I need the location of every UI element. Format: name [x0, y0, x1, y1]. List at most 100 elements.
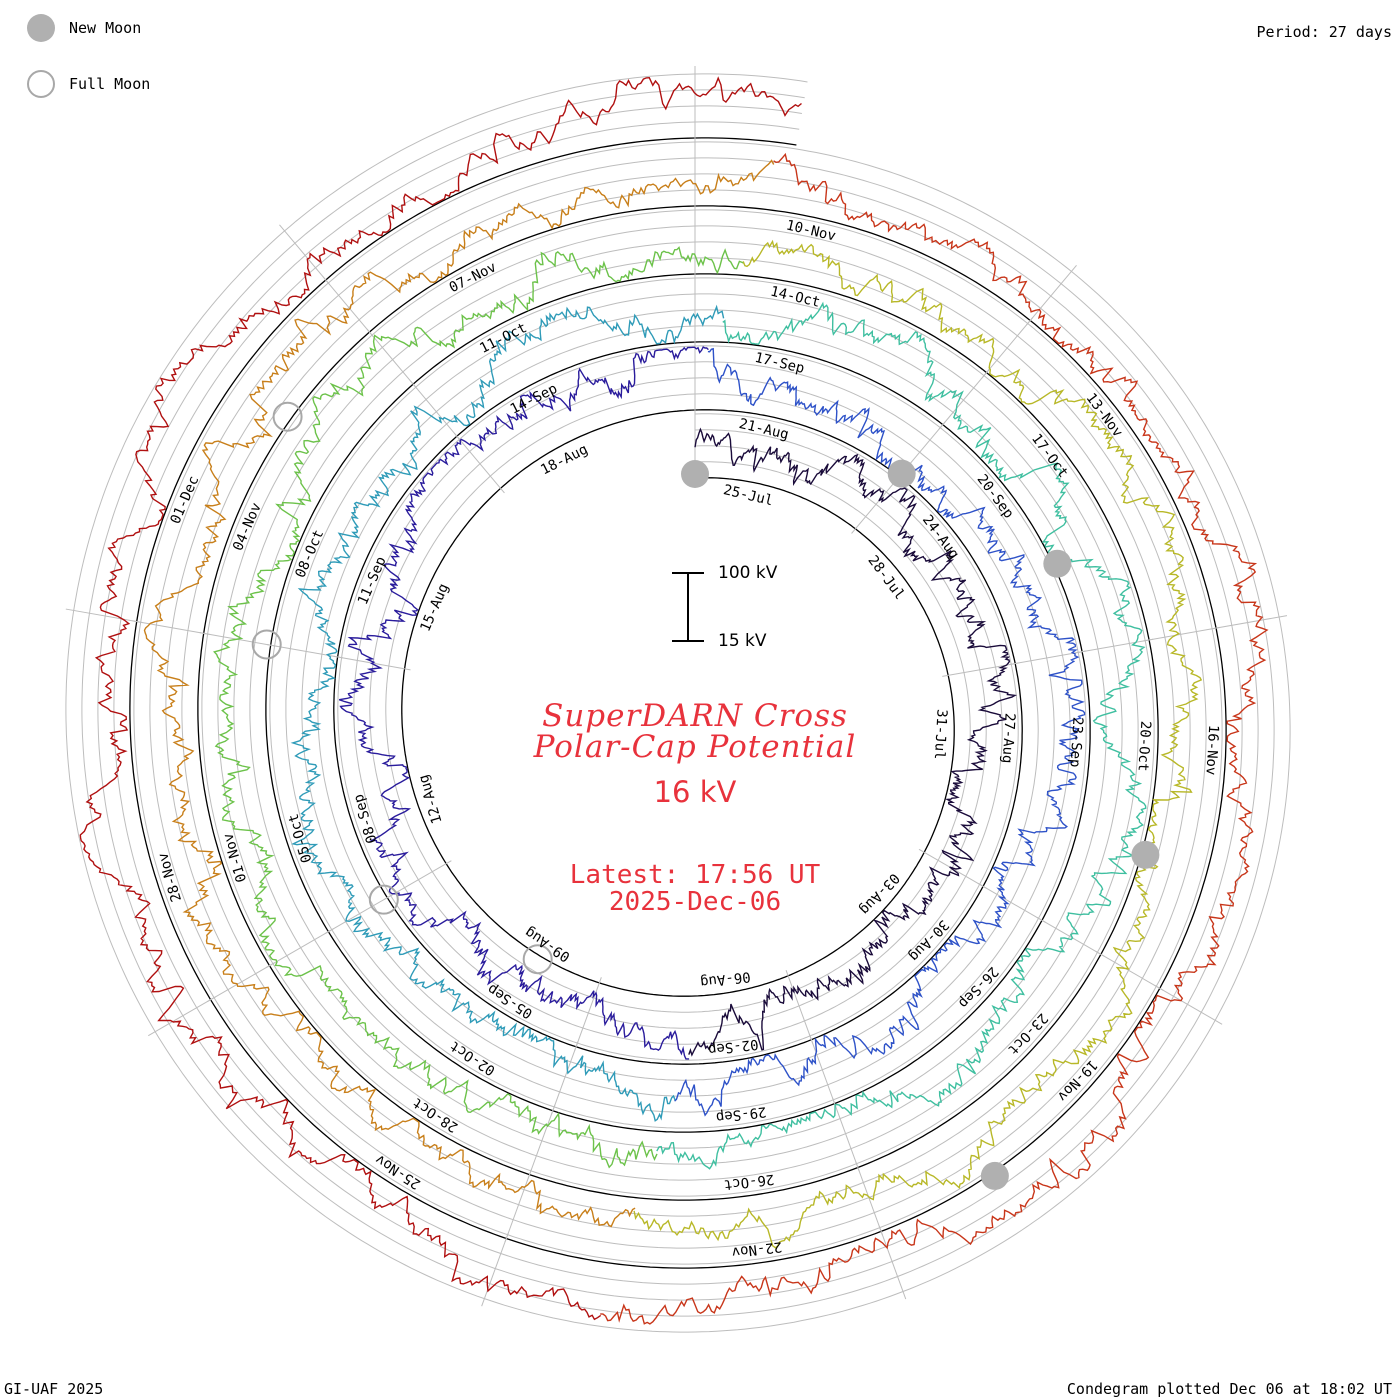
chart-title-line2: Polar-Cap Potential — [533, 729, 857, 765]
date-label: 07-Nov — [447, 259, 499, 296]
grid-spiral — [81, 89, 1275, 1317]
potential-trace-segment — [143, 159, 775, 1228]
date-label: 30-Aug — [905, 917, 951, 965]
new-moon-marker — [1131, 840, 1160, 869]
day-spoke — [550, 1040, 579, 1115]
date-label: 01-Dec — [168, 474, 203, 527]
date-label: 14-Sep — [508, 381, 560, 418]
date-label: 11-Oct — [477, 320, 529, 357]
full-moon-marker — [251, 629, 282, 660]
potential-trace-segment — [656, 301, 1147, 1170]
date-label: 20-Sep — [974, 472, 1017, 522]
day-spoke — [832, 1097, 860, 1172]
day-spoke — [1026, 264, 1077, 326]
footer-credit: GI-UAF 2025 — [4, 1380, 104, 1398]
day-spoke — [982, 317, 1034, 378]
day-spoke — [527, 1104, 556, 1179]
latest-time: Latest: 17:56 UT — [569, 860, 821, 890]
legend-full-moon-label: Full Moon — [69, 75, 151, 93]
day-spoke — [206, 962, 275, 1003]
date-label: 26-Sep — [955, 963, 1001, 1011]
full-moon-marker — [368, 884, 399, 915]
day-spoke — [132, 620, 210, 635]
day-spoke — [977, 882, 1046, 923]
day-spoke — [481, 1232, 509, 1307]
day-spoke — [322, 276, 374, 337]
scale-bar — [672, 572, 704, 642]
new-moon-icon — [27, 14, 55, 42]
grid-spiral — [97, 105, 1259, 1301]
date-label: 15-Aug — [417, 581, 452, 634]
potential-trace-segment — [600, 152, 1269, 1325]
date-label: 11-Sep — [355, 554, 390, 607]
baseline-spiral — [129, 137, 1227, 1269]
day-spoke — [324, 894, 393, 935]
day-spoke — [147, 996, 217, 1037]
day-spoke — [504, 1168, 533, 1243]
date-label: 26-Oct — [723, 1171, 775, 1193]
date-label: 16-Nov — [1202, 724, 1221, 775]
date-label: 22-Nov — [731, 1238, 783, 1260]
footer-plot-time: Condegram plotted Dec 06 at 18:02 UT — [1066, 1380, 1392, 1398]
day-spoke — [1143, 626, 1221, 642]
day-spoke — [1095, 950, 1164, 991]
date-label: 29-Sep — [715, 1103, 767, 1125]
legend-full-moon: Full Moon — [27, 70, 150, 98]
new-moon-marker — [887, 459, 916, 488]
date-label: 13-Nov — [1083, 390, 1126, 440]
potential-trace-segment — [213, 246, 744, 1169]
potential-trace-segment — [79, 76, 802, 1321]
ring-grid — [65, 73, 1291, 1333]
date-label: 28-Jul — [864, 553, 907, 603]
moon-phase-markers — [251, 401, 1160, 1190]
date-label: 20-Oct — [1134, 720, 1153, 771]
day-spoke — [266, 643, 344, 659]
current-potential-value: 16 kV — [653, 775, 737, 809]
legend-new-moon-label: New Moon — [69, 19, 142, 37]
day-spoke — [855, 1161, 883, 1236]
day-spoke — [1036, 916, 1105, 957]
day-spoke — [1076, 638, 1154, 654]
potential-trace-segment — [674, 347, 1086, 1117]
day-spoke — [574, 977, 602, 1051]
date-label: 24-Aug — [919, 512, 962, 562]
grid-spiral — [65, 73, 1291, 1333]
full-moon-icon — [27, 70, 55, 98]
potential-trace-segment — [290, 304, 725, 1122]
day-spoke — [65, 608, 143, 624]
date-label: 09-Aug — [522, 924, 573, 965]
day-spoke — [1154, 984, 1223, 1025]
legend-new-moon: New Moon — [27, 14, 141, 42]
date-label: 17-Oct — [1028, 431, 1071, 481]
day-spoke — [878, 1225, 907, 1300]
date-label: 23-Sep — [1067, 716, 1086, 767]
new-moon-marker — [1043, 549, 1072, 578]
chart-title-line1: SuperDARN Cross — [542, 698, 848, 734]
date-label: 02-Sep — [707, 1036, 759, 1058]
potential-traces — [79, 76, 1269, 1325]
date-label: 23-Oct — [1004, 1010, 1050, 1058]
day-spoke — [279, 224, 330, 285]
date-label: 06-Aug — [699, 968, 751, 990]
day-spoke — [453, 432, 505, 494]
date-label: 18-Aug — [538, 441, 590, 478]
new-moon-marker — [980, 1161, 1009, 1190]
grid-spiral — [113, 121, 1243, 1285]
scale-top-label: 100 kV — [718, 563, 778, 583]
day-spoke — [938, 369, 990, 430]
date-label: 27-Aug — [999, 712, 1018, 763]
day-spoke — [1210, 615, 1288, 630]
potential-trace-segment — [338, 346, 709, 1060]
date-label: 31-Jul — [931, 709, 950, 760]
new-moon-marker — [681, 460, 709, 488]
full-moon-marker — [272, 401, 303, 432]
potential-trace-segment — [633, 239, 1203, 1249]
day-spoke — [366, 328, 418, 390]
scale-bottom-label: 15 kV — [718, 631, 767, 651]
day-spoke — [785, 969, 814, 1044]
day-spoke — [808, 1033, 837, 1108]
potential-trace-segment — [688, 427, 1018, 1057]
day-spoke — [410, 380, 462, 442]
latest-date: 2025-Dec-06 — [608, 887, 782, 917]
